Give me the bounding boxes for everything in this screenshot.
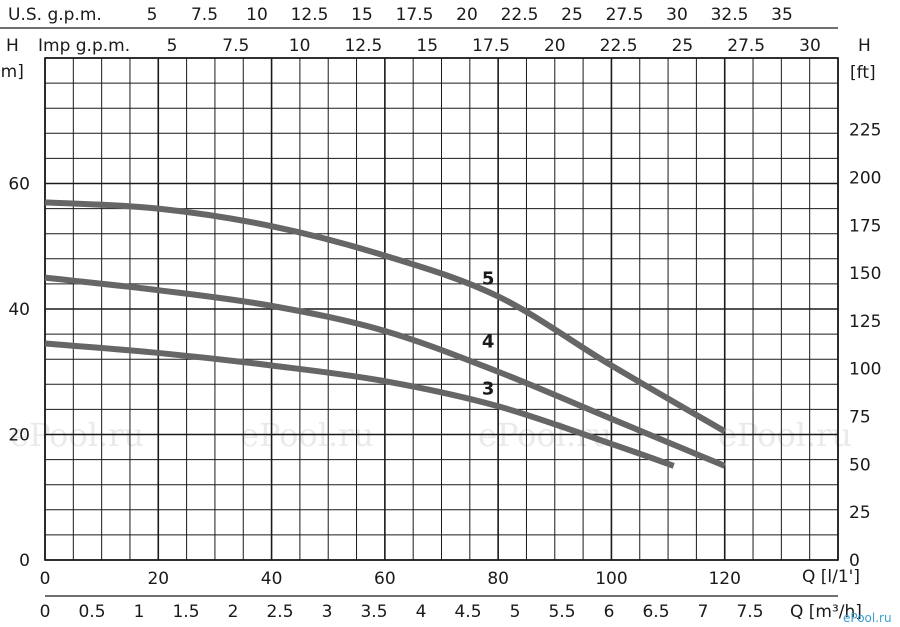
grid-lines [44, 57, 839, 561]
x-tick-imp-gpm: 5 [167, 36, 178, 56]
x-tick-m3h: 0 [40, 602, 51, 622]
left-h-label: H [6, 36, 19, 56]
x-tick-lpm: 40 [261, 569, 283, 589]
x-tick-lpm: 20 [147, 569, 169, 589]
curve-label-3: 3 [482, 378, 495, 399]
curve-5 [44, 199, 727, 434]
x-tick-us-gpm: 10 [246, 5, 268, 25]
y-tick-m: 0 [19, 551, 30, 571]
x-tick-imp-gpm: 25 [672, 36, 694, 56]
x-tick-us-gpm: 17.5 [396, 5, 434, 25]
x-tick-us-gpm: 22.5 [501, 5, 539, 25]
x-tick-us-gpm: 7.5 [191, 5, 218, 25]
plot-frame [0, 27, 839, 597]
x-tick-m3h: 6 [604, 602, 615, 622]
y-tick-ft: 75 [849, 408, 871, 428]
x-tick-us-gpm: 35 [771, 5, 793, 25]
y-tick-ft: 0 [849, 551, 860, 571]
bottom-m3h-label: Q [m³/h] [790, 602, 862, 622]
x-tick-lpm: 60 [374, 569, 396, 589]
x-tick-imp-gpm: 17.5 [472, 36, 510, 56]
curve-4 [44, 274, 726, 469]
performance-curves: 5 4 3 [44, 199, 727, 469]
y-tick-m: 40 [8, 300, 30, 320]
x-tick-imp-gpm: 22.5 [600, 36, 638, 56]
x-tick-m3h: 6.5 [642, 602, 669, 622]
x-tick-us-gpm: 20 [456, 5, 478, 25]
curve-label-4: 4 [482, 331, 495, 352]
x-tick-m3h: 4.5 [454, 602, 481, 622]
x-tick-m3h: 1.5 [172, 602, 199, 622]
curve-3 [44, 340, 675, 469]
corner-watermark: ePool.ru [843, 611, 892, 625]
y-tick-ft: 25 [849, 503, 871, 523]
curve-label-5: 5 [482, 269, 495, 290]
y-tick-ft: 150 [849, 264, 881, 284]
x-tick-m3h: 4 [416, 602, 427, 622]
y-tick-ft: 50 [849, 455, 871, 475]
bottom-lpm-label: Q [l/1'] [802, 567, 860, 587]
x-tick-m3h: 7.5 [736, 602, 763, 622]
x-tick-imp-gpm: 10 [289, 36, 311, 56]
x-tick-us-gpm: 32.5 [711, 5, 749, 25]
x-tick-lpm: 120 [708, 569, 740, 589]
x-tick-us-gpm: 5 [147, 5, 158, 25]
right-h-label: H [858, 36, 871, 56]
y-tick-ft: 100 [849, 360, 881, 380]
x-tick-lpm: 0 [40, 569, 51, 589]
x-tick-imp-gpm: 30 [799, 36, 821, 56]
x-tick-m3h: 5 [510, 602, 521, 622]
x-tick-m3h: 0.5 [78, 602, 105, 622]
y-tick-m: 20 [8, 426, 30, 446]
x-tick-us-gpm: 15 [351, 5, 373, 25]
y-tick-m: 60 [8, 175, 30, 195]
plot-border [44, 57, 839, 561]
x-tick-us-gpm: 12.5 [291, 5, 329, 25]
y-tick-ft: 225 [849, 121, 881, 141]
y-tick-ft: 175 [849, 216, 881, 236]
left-unit-label: [m] [0, 62, 24, 82]
y-tick-ft: 125 [849, 312, 881, 332]
x-tick-lpm: 80 [487, 569, 509, 589]
x-tick-imp-gpm: 12.5 [344, 36, 382, 56]
x-tick-imp-gpm: 7.5 [222, 36, 249, 56]
x-tick-us-gpm: 25 [561, 5, 583, 25]
x-tick-lpm: 100 [595, 569, 627, 589]
x-tick-imp-gpm: 15 [416, 36, 438, 56]
right-unit-label: [ft] [850, 63, 876, 83]
x-tick-m3h: 5.5 [548, 602, 575, 622]
x-tick-us-gpm: 27.5 [606, 5, 644, 25]
y-tick-ft: 200 [849, 168, 881, 188]
x-tick-m3h: 3 [322, 602, 333, 622]
x-tick-m3h: 2 [228, 602, 239, 622]
x-tick-us-gpm: 30 [666, 5, 688, 25]
x-tick-imp-gpm: 20 [544, 36, 566, 56]
top-imp-gpm-label: Imp g.p.m. [38, 36, 130, 56]
top-us-gpm-label: U.S. g.p.m. [8, 5, 102, 25]
x-tick-m3h: 2.5 [266, 602, 293, 622]
x-tick-m3h: 3.5 [360, 602, 387, 622]
x-tick-m3h: 7 [698, 602, 709, 622]
x-tick-m3h: 1 [134, 602, 145, 622]
x-tick-imp-gpm: 27.5 [727, 36, 765, 56]
